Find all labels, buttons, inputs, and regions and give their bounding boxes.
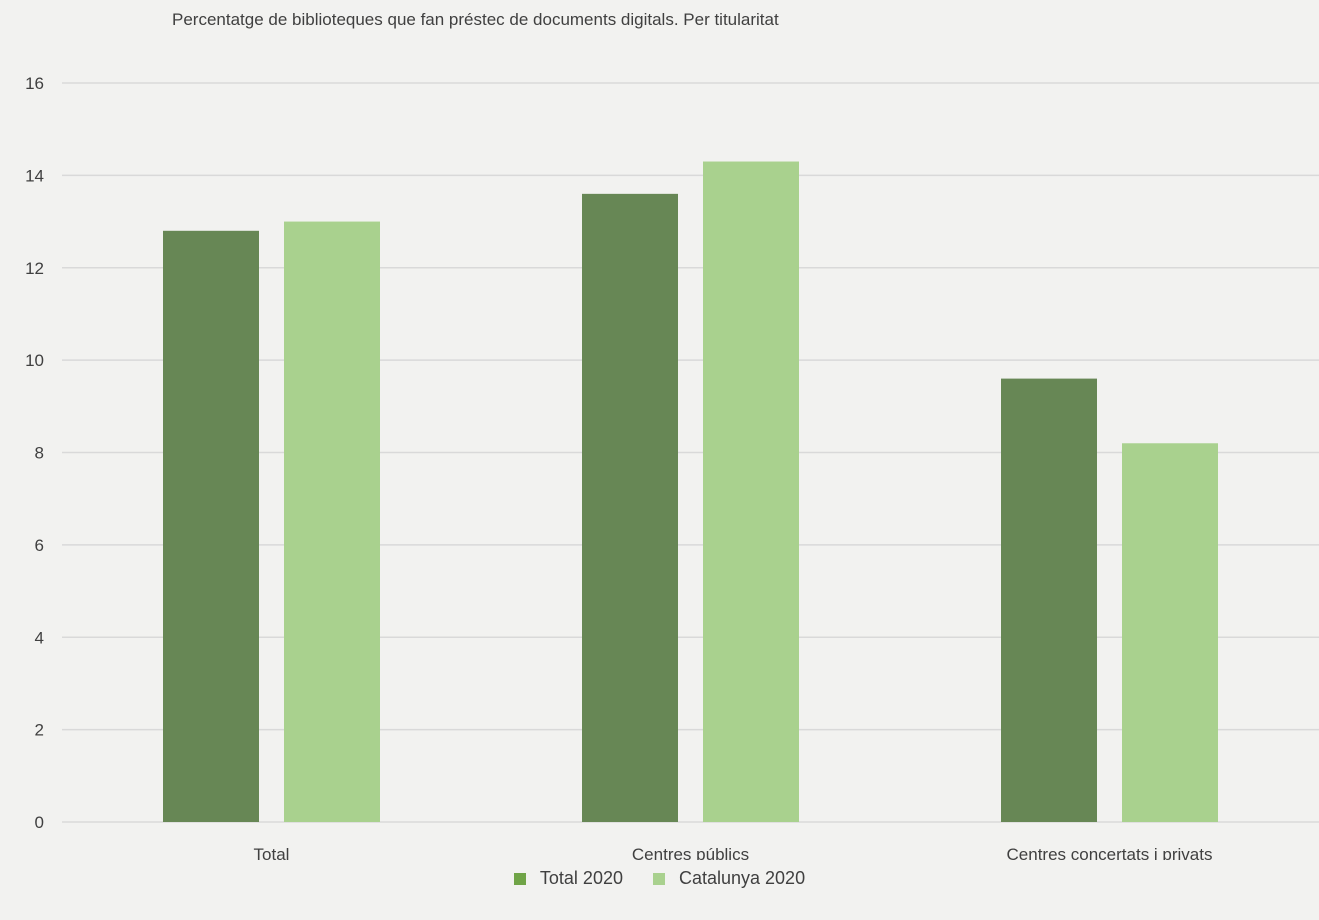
x-tick-label: Total xyxy=(254,845,290,860)
y-tick-label: 2 xyxy=(35,721,44,740)
gridlines xyxy=(62,82,1319,823)
bar-total-2020 xyxy=(582,193,678,823)
y-tick-label: 8 xyxy=(35,444,44,463)
bars xyxy=(163,161,1218,823)
legend-item: Total 2020 xyxy=(513,868,623,889)
x-axis-ticks: Total Centres públics Centres concertats i… xyxy=(254,845,1213,860)
legend-item: Catalunya 2020 xyxy=(652,868,806,889)
bar-catalunya-2020 xyxy=(1122,443,1218,822)
y-tick-label: 16 xyxy=(25,74,44,93)
legend: Total 2020 Catalunya 2020 xyxy=(0,868,1319,889)
chart-title: Percentatge de biblioteques que fan prés… xyxy=(172,10,779,29)
y-tick-label: 4 xyxy=(35,628,44,647)
bar-total-2020 xyxy=(1001,378,1097,822)
legend-swatch xyxy=(513,872,526,885)
bar-total-2020 xyxy=(163,230,259,823)
bar-catalunya-2020 xyxy=(284,221,380,822)
bar-catalunya-2020 xyxy=(703,161,799,823)
legend-label: Total 2020 xyxy=(539,868,623,888)
y-axis-ticks: 0 2 4 6 8 10 12 14 16 xyxy=(25,74,44,832)
y-tick-label: 0 xyxy=(35,813,44,832)
x-tick-label: Centres públics xyxy=(632,845,749,860)
y-tick-label: 14 xyxy=(25,166,44,185)
y-tick-label: 12 xyxy=(25,259,44,278)
bar-chart: 0 2 4 6 8 10 12 14 16 Total Centres públics Centre… xyxy=(25,74,1319,860)
x-tick-label: Centres concertats i privats xyxy=(1007,845,1213,860)
legend-swatch xyxy=(652,872,665,885)
y-tick-label: 6 xyxy=(35,536,44,555)
y-tick-label: 10 xyxy=(25,351,44,370)
legend-label: Catalunya 2020 xyxy=(678,868,806,888)
